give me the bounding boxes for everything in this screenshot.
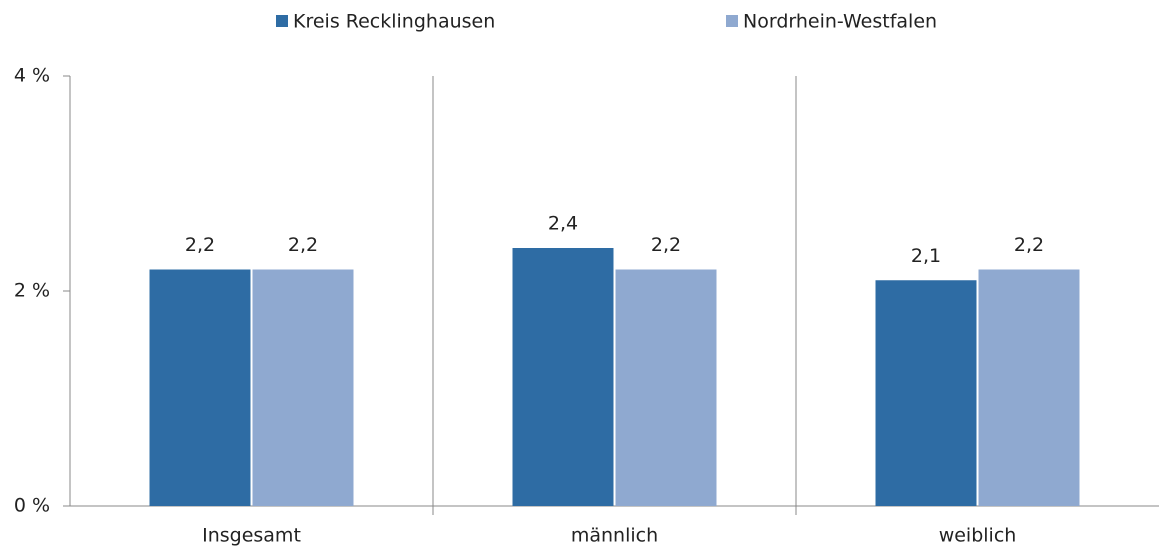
value-label: 2,2 [185,234,215,256]
y-tick-label: 0 % [14,495,50,517]
value-label: 2,4 [548,213,578,235]
bar [252,269,354,506]
x-tick-label: männlich [571,525,658,547]
bar [615,269,717,506]
y-tick-label: 2 % [14,280,50,302]
x-tick-label: Insgesamt [202,525,301,547]
legend-label: Nordrhein-Westfalen [743,11,937,33]
legend-label: Kreis Recklinghausen [293,11,495,33]
legend-swatch [726,15,738,27]
y-tick-label: 4 % [14,65,50,87]
value-label: 2,2 [651,234,681,256]
bar [875,280,977,506]
value-label: 2,2 [288,234,318,256]
x-tick-label: weiblich [939,525,1017,547]
bar [149,269,251,506]
bar [978,269,1080,506]
bar [512,248,614,506]
legend-swatch [276,15,288,27]
value-label: 2,2 [1014,234,1044,256]
value-label: 2,1 [911,245,941,267]
